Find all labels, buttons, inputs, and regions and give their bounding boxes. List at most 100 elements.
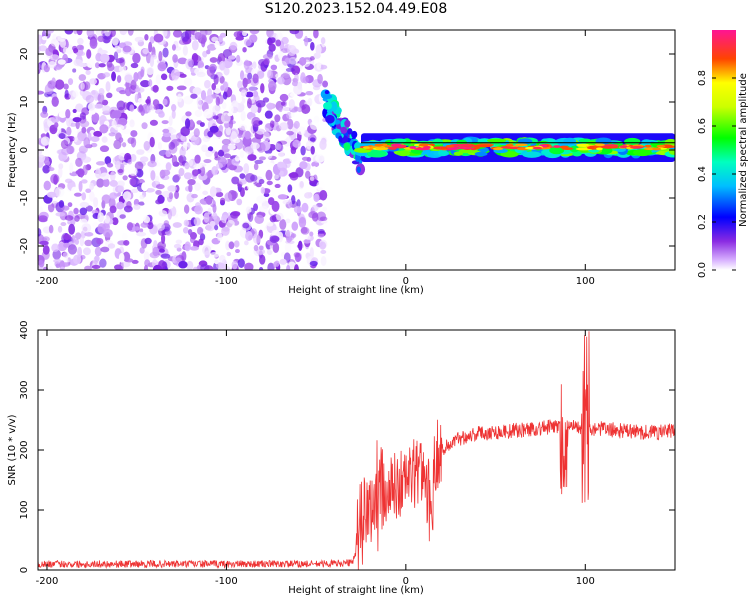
noise-cell <box>143 140 151 151</box>
noise-cell <box>187 179 196 186</box>
band-core-cell <box>532 146 543 150</box>
noise-cell <box>106 139 115 145</box>
band-core-cell <box>390 143 402 147</box>
band-core-cell <box>652 147 662 151</box>
noise-cell <box>309 260 318 267</box>
onset-cell <box>338 135 343 143</box>
noise-cell <box>157 61 167 72</box>
noise-cell <box>207 146 214 152</box>
noise-cell <box>111 110 122 119</box>
noise-cell <box>162 128 170 134</box>
bottom-y-tick-label: 300 <box>19 380 30 399</box>
noise-cell <box>259 254 266 265</box>
noise-cell <box>300 72 306 84</box>
noise-cell <box>285 229 291 241</box>
noise-cell <box>215 130 223 138</box>
noise-cell <box>322 206 328 212</box>
noise-cell <box>45 47 53 57</box>
band-core-cell <box>596 147 603 151</box>
noise-cell <box>264 110 273 119</box>
band-core-cell <box>418 143 429 147</box>
noise-cell <box>80 218 88 224</box>
noise-cell <box>155 184 165 190</box>
noise-cell <box>109 171 116 182</box>
noise-cell <box>74 215 80 222</box>
bottom-x-ticks: -200 -100 0 100 <box>36 330 595 587</box>
noise-cell <box>269 235 280 244</box>
onset-cell <box>351 130 358 139</box>
noise-cell <box>310 41 315 51</box>
noise-cell <box>278 144 284 152</box>
noise-cell <box>149 36 155 44</box>
band-core-cell <box>515 143 528 147</box>
noise-cell <box>300 145 306 156</box>
noise-cell <box>66 126 72 136</box>
noise-cell <box>161 190 171 198</box>
noise-cell <box>98 49 108 55</box>
noise-cell <box>198 99 204 106</box>
noise-cell <box>207 130 214 138</box>
colorbar: 0.0 0.2 0.4 0.6 0.8 Normalized spectral ampl… <box>697 30 749 278</box>
noise-cell <box>192 169 199 177</box>
noise-cell <box>209 125 219 133</box>
noise-cell <box>193 150 200 156</box>
top-y-axis-label: Frequency (Hz) <box>7 112 18 188</box>
noise-cell <box>249 30 260 35</box>
noise-cell <box>313 30 319 39</box>
noise-cell <box>107 243 116 249</box>
noise-cell <box>263 192 270 198</box>
noise-cell <box>260 187 266 194</box>
noise-cell <box>219 75 225 84</box>
noise-cell <box>238 178 247 185</box>
noise-cell <box>58 166 63 178</box>
noise-cell <box>190 134 200 146</box>
noise-cell <box>144 34 149 41</box>
noise-cell <box>294 72 299 84</box>
noise-cell <box>209 220 216 227</box>
onset-cell <box>323 101 333 110</box>
noise-cell <box>286 112 293 119</box>
noise-cell <box>212 105 221 115</box>
noise-cell <box>212 203 217 214</box>
noise-cell <box>194 32 202 40</box>
noise-cell <box>62 233 72 241</box>
noise-cell <box>89 182 95 191</box>
noise-cell <box>58 163 64 170</box>
noise-cell <box>38 154 46 163</box>
noise-cell <box>156 223 166 231</box>
noise-cell <box>41 36 48 41</box>
noise-cell <box>133 204 141 210</box>
noise-cell <box>104 215 111 224</box>
noise-cell <box>143 215 151 224</box>
top-y-tick-label: -20 <box>19 238 30 254</box>
noise-cell <box>297 81 303 90</box>
noise-cell <box>202 136 211 143</box>
noise-cell <box>86 58 96 68</box>
noise-cell <box>129 178 137 186</box>
noise-cell <box>233 138 241 144</box>
noise-cell <box>183 204 190 214</box>
noise-cell <box>91 264 101 270</box>
noise-cell <box>60 222 67 227</box>
noise-cell <box>109 192 118 200</box>
noise-cell <box>131 259 139 264</box>
noise-cell <box>203 158 212 164</box>
band-core-cell <box>457 146 473 150</box>
noise-cell <box>85 70 91 75</box>
noise-cell <box>141 122 148 130</box>
noise-cell <box>139 228 144 233</box>
noise-cell <box>319 216 328 222</box>
noise-cell <box>194 205 203 215</box>
noise-cell <box>278 122 289 131</box>
noise-cell <box>225 126 232 136</box>
noise-cell <box>228 241 235 250</box>
noise-cell <box>309 120 320 130</box>
noise-cell <box>38 228 42 237</box>
noise-cell <box>263 131 270 142</box>
noise-cell <box>278 152 285 158</box>
bottom-x-axis-label: Height of straight line (km) <box>288 585 424 596</box>
band-core-cell <box>375 147 389 151</box>
noise-cell <box>219 254 226 264</box>
noise-cell <box>147 160 157 168</box>
